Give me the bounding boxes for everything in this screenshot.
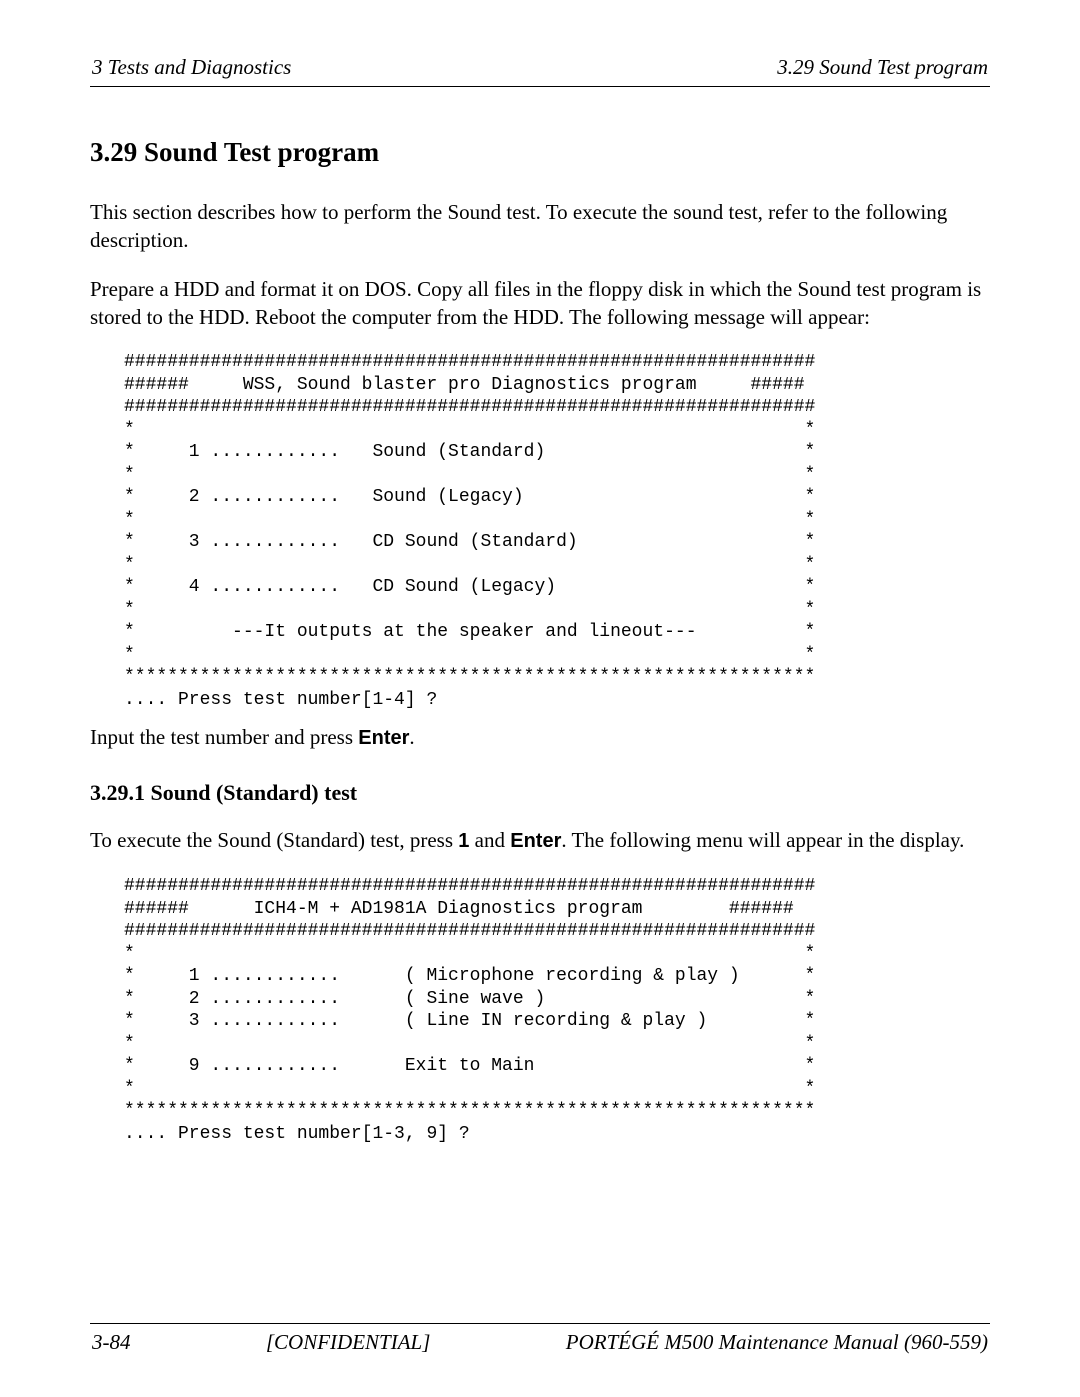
- header-right: 3.29 Sound Test program: [777, 55, 988, 80]
- page-footer: 3-84 [CONFIDENTIAL] PORTÉGÉ M500 Mainten…: [90, 1323, 990, 1355]
- page-header: 3 Tests and Diagnostics 3.29 Sound Test …: [90, 55, 990, 80]
- footer-manual-title: PORTÉGÉ M500 Maintenance Manual (960-559…: [566, 1330, 988, 1355]
- sub-text-mid: and: [469, 828, 510, 852]
- footer-confidential: [CONFIDENTIAL]: [266, 1330, 431, 1355]
- footer-rule: [90, 1323, 990, 1324]
- intro-paragraph-2: Prepare a HDD and format it on DOS. Copy…: [90, 275, 990, 332]
- header-left: 3 Tests and Diagnostics: [92, 55, 291, 80]
- menu-screen-2: ########################################…: [124, 875, 990, 1145]
- subsection-text: To execute the Sound (Standard) test, pr…: [90, 826, 990, 855]
- enter-key-2: Enter: [510, 830, 561, 852]
- header-rule: [90, 86, 990, 87]
- input-enter-line: Input the test number and press Enter.: [90, 723, 990, 752]
- menu-screen-1: ########################################…: [124, 351, 990, 711]
- key-1: 1: [458, 830, 469, 852]
- intro-paragraph-1: This section describes how to perform th…: [90, 198, 990, 255]
- sub-text-pre: To execute the Sound (Standard) test, pr…: [90, 828, 458, 852]
- sub-text-post: . The following menu will appear in the …: [561, 828, 964, 852]
- enter-key: Enter: [358, 727, 409, 749]
- subsection-title: 3.29.1 Sound (Standard) test: [90, 780, 990, 806]
- text-pre: Input the test number and press: [90, 725, 358, 749]
- footer-page-number: 3-84: [92, 1330, 131, 1355]
- text-post: .: [409, 725, 414, 749]
- section-title: 3.29 Sound Test program: [90, 137, 990, 168]
